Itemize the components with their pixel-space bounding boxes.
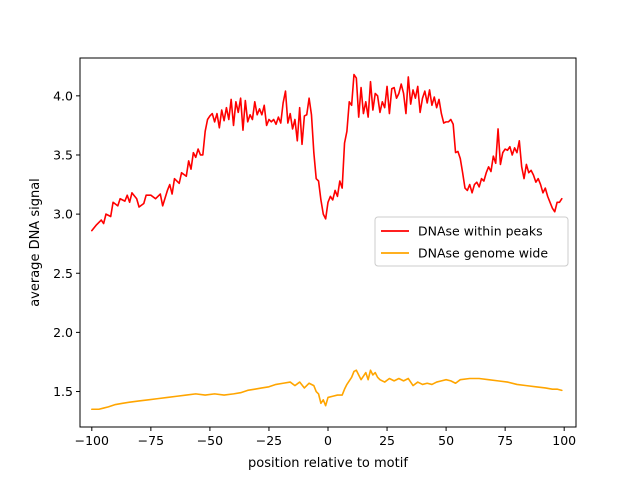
- legend-label-genome-wide: DNAse genome wide: [418, 246, 548, 261]
- legend-box: [374, 216, 569, 267]
- x-tick-label: −100: [75, 433, 109, 448]
- x-tick-label: −25: [256, 433, 282, 448]
- x-tick-label: 50: [438, 433, 454, 448]
- y-tick-label: 2.5: [53, 266, 73, 281]
- x-axis-label: position relative to motif: [248, 456, 408, 471]
- x-tick-label: 100: [552, 433, 576, 448]
- y-tick-label: 4.0: [53, 88, 73, 103]
- x-tick-label: 75: [497, 433, 513, 448]
- x-axis: −100 −75 −50 −25 0 25 50 75 100: [75, 427, 576, 448]
- y-tick-label: 1.5: [53, 384, 73, 399]
- y-axis: 1.5 2.0 2.5 3.0 3.5 4.0: [53, 88, 80, 399]
- x-tick-label: −50: [197, 433, 223, 448]
- x-tick-label: 0: [324, 433, 332, 448]
- y-tick-label: 2.0: [53, 325, 73, 340]
- legend-label-within-peaks: DNAse within peaks: [418, 224, 543, 239]
- y-tick-label: 3.0: [53, 207, 73, 222]
- y-axis-label: average DNA signal: [28, 178, 43, 307]
- series-line-genome-wide: [91, 369, 563, 411]
- series-line-within-peaks: [91, 73, 563, 232]
- series-layer: [91, 73, 563, 411]
- legend: DNAse within peaks DNAse genome wide: [374, 216, 569, 267]
- y-tick-label: 3.5: [53, 147, 73, 162]
- x-tick-label: 25: [379, 433, 395, 448]
- x-tick-label: −75: [138, 433, 164, 448]
